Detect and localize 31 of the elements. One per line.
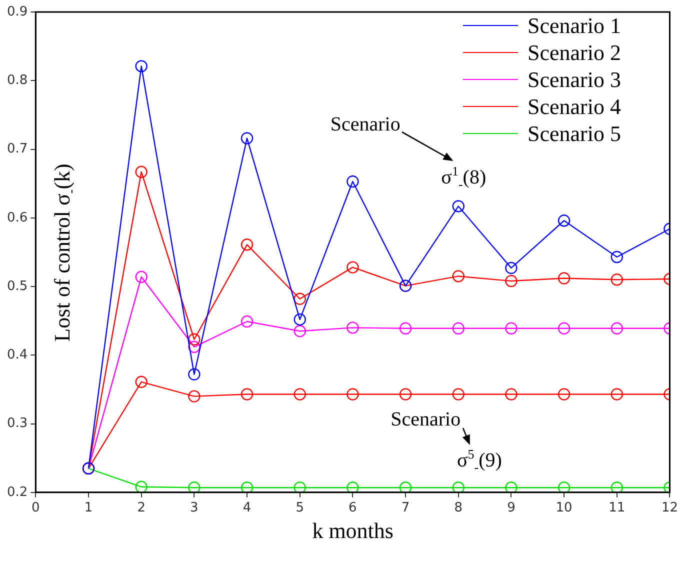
y-tick-label: 0.4 [6,348,28,363]
legend-label: Scenario 1 [528,12,621,38]
x-tick-label: 6 [348,500,357,516]
legend-label: Scenario 3 [528,66,621,92]
y-tick-label: 0.2 [6,484,28,500]
x-tick-label: 7 [401,500,410,516]
x-tick-label: 5 [296,500,304,516]
x-tick-label: 11 [608,500,626,516]
x-tick-label: 9 [507,500,516,516]
x-tick-label: 4 [242,500,252,516]
legend-label: Scenario 4 [528,94,621,120]
y-tick-label: 0.9 [6,4,28,20]
annotation: Scenario [330,113,400,136]
annotation: σ$^{1}$$_{-}$(8) [441,163,486,192]
annotation: Scenario [390,408,461,432]
y-tick-label: 0.3 [6,416,28,432]
y-tick-label: 0.5 [6,278,28,294]
x-tick-label: 10 [556,500,572,516]
x-tick-label: 1 [84,500,93,516]
x-axis-title: k months [312,518,394,544]
x-tick-label: 12 [661,500,678,516]
x-tick-label: 8 [454,500,463,516]
legend-label: Scenario 5 [528,120,621,146]
y-tick-label: 0.8 [6,73,28,88]
y-tick-label: 0.6 [6,210,28,226]
x-tick-label: 2 [137,500,146,516]
y-tick-label: 0.7 [6,142,28,157]
x-tick-label: 3 [190,500,198,516]
x-tick-label: 0 [32,500,40,516]
legend-label: Scenario 2 [528,40,621,66]
annotation: σ$^{5}$$_{-}$(9) [457,446,502,476]
